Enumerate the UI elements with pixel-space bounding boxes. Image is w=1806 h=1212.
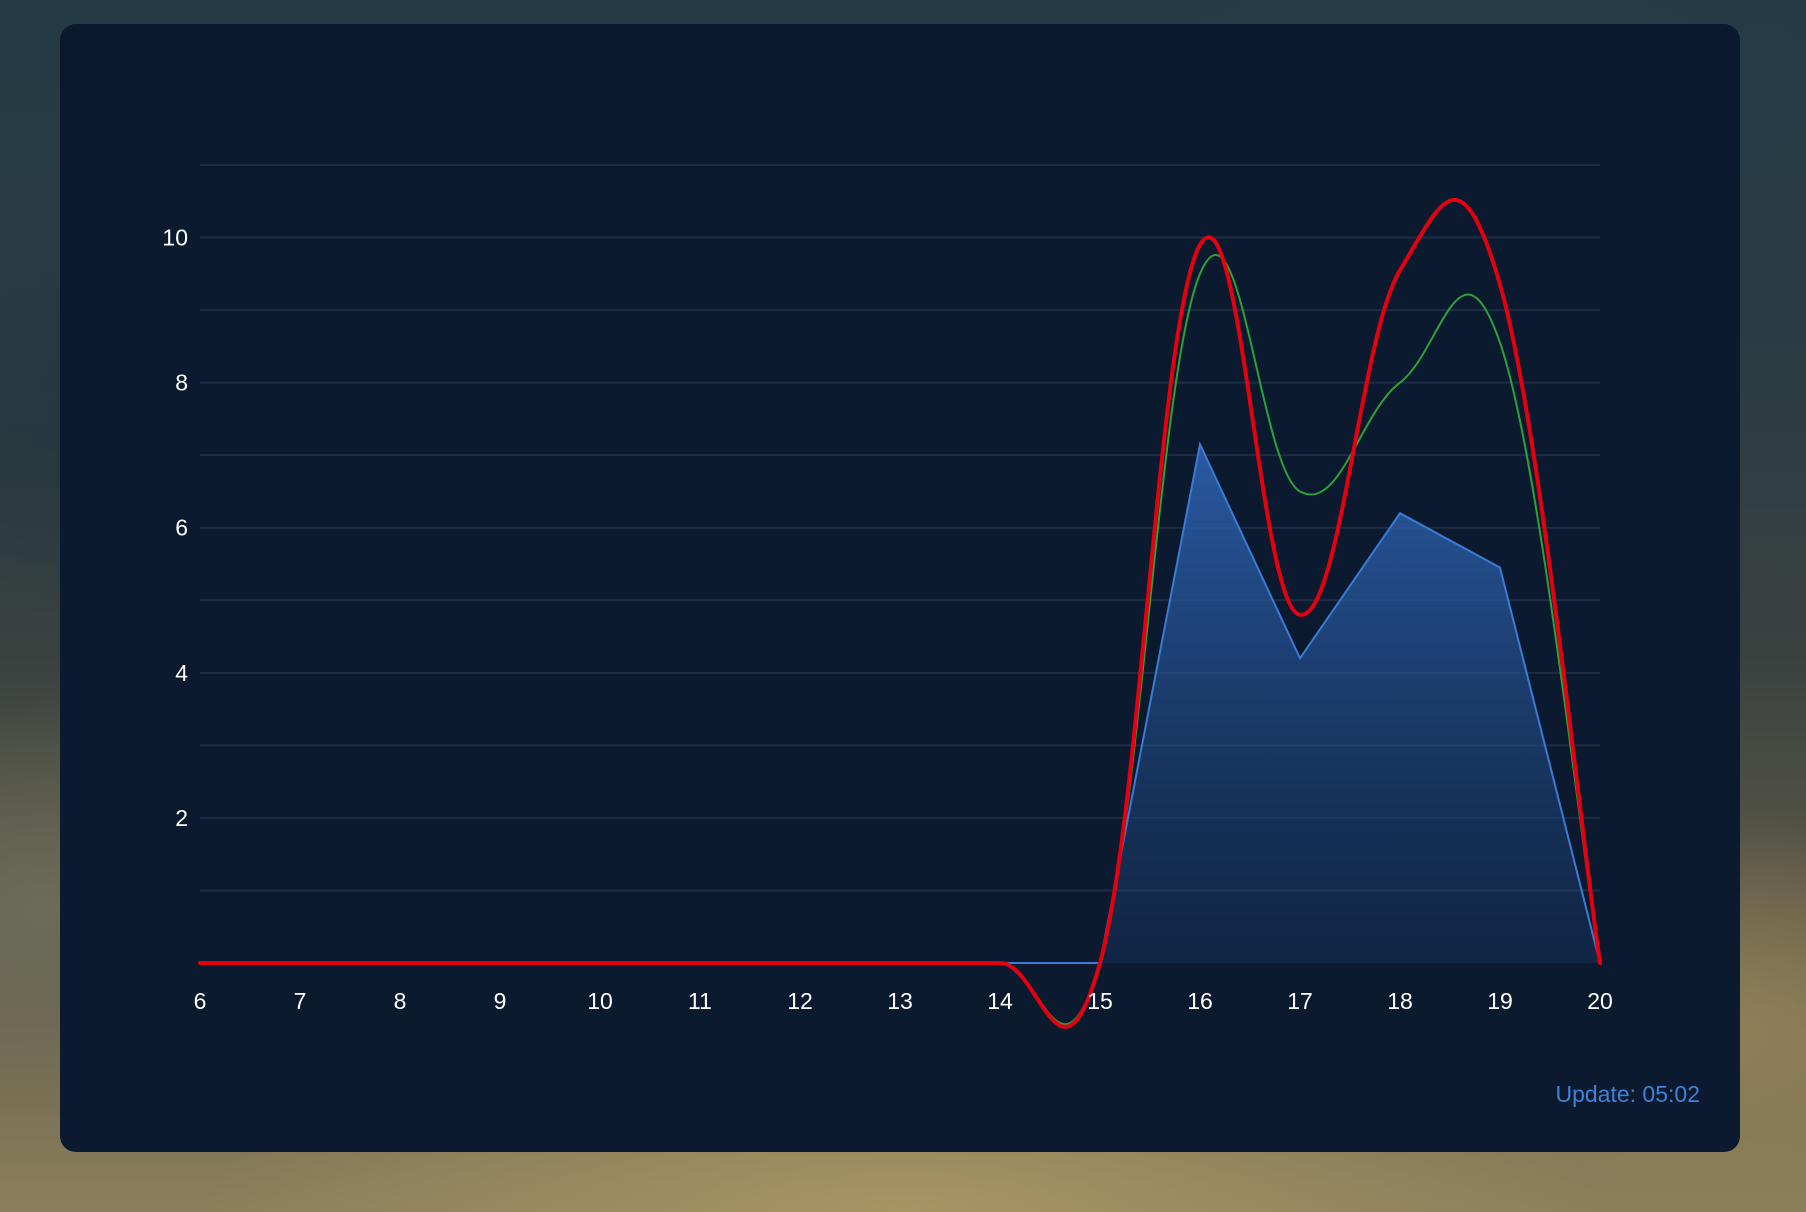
area-fill <box>200 444 1600 963</box>
area-series <box>200 441 1601 964</box>
y-axis-ticks: 2 4 6 8 10 <box>162 225 188 831</box>
x-tick-label: 10 <box>587 988 613 1014</box>
y-tick-label: 2 <box>175 805 188 831</box>
x-tick-label: 18 <box>1387 988 1413 1014</box>
x-tick-label: 19 <box>1487 988 1513 1014</box>
x-axis-ticks: 6 7 8 9 10 11 12 13 14 15 16 17 18 19 20 <box>194 988 1613 1014</box>
x-tick-label: 14 <box>987 988 1013 1014</box>
x-tick-label: 9 <box>494 988 507 1014</box>
x-tick-label: 7 <box>294 988 307 1014</box>
y-tick-label: 6 <box>175 515 188 541</box>
update-timestamp: Update: 05:02 <box>1555 1081 1700 1107</box>
x-tick-label: 17 <box>1287 988 1313 1014</box>
x-tick-label: 20 <box>1587 988 1613 1014</box>
series-line-2 <box>198 198 1602 1029</box>
x-tick-label: 8 <box>394 988 407 1014</box>
chart-panel: 2 4 6 8 10 6 7 8 9 10 11 12 13 14 15 16 17 18 19 20 Update… <box>60 24 1740 1152</box>
line-series <box>198 198 1602 1029</box>
line-chart: 2 4 6 8 10 6 7 8 9 10 11 12 13 14 15 16 17 18 19 20 <box>162 164 1613 1029</box>
x-tick-label: 15 <box>1087 988 1113 1014</box>
x-tick-label: 11 <box>688 988 712 1014</box>
x-tick-label: 6 <box>194 988 207 1014</box>
grid-lines <box>200 164 1600 892</box>
x-tick-label: 16 <box>1187 988 1213 1014</box>
y-tick-label: 4 <box>175 660 188 686</box>
x-tick-label: 12 <box>787 988 813 1014</box>
x-tick-label: 13 <box>887 988 913 1014</box>
y-tick-label: 10 <box>162 225 188 251</box>
y-tick-label: 8 <box>175 370 188 396</box>
